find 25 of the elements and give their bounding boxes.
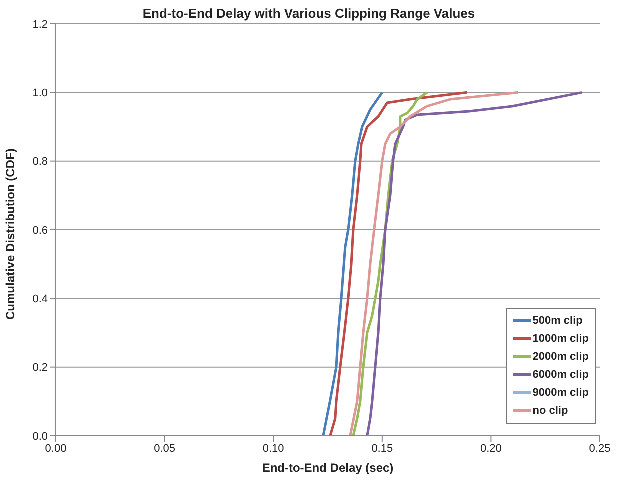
line-series [322,91,384,436]
y-tick-label: 0.6 [32,224,48,237]
line-series [329,91,469,436]
x-tick-label: 0.00 [45,442,67,455]
legend-label: 6000m clip [532,368,589,382]
legend-label: 1000m clip [532,332,589,346]
y-tick-label: 0.0 [32,430,48,443]
x-tick-label: 0.15 [372,442,394,455]
y-tick-label: 1.0 [32,88,48,100]
legend-label: 2000m clip [532,350,589,364]
x-tick-label: 0.25 [589,442,611,455]
y-tick-label: 0.2 [32,362,48,374]
y-tick-label: 1.2 [32,18,48,31]
y-tick-label: 0.8 [32,156,48,168]
legend-label: no clip [532,404,568,418]
line-series [349,91,520,436]
x-tick-label: 0.10 [262,442,284,455]
x-axis-title: End-to-End Delay (sec) [262,461,394,475]
legend-label: 9000m clip [532,386,589,400]
y-axis-title: Cumulative Distribution (CDF) [3,148,18,320]
legend-label: 500m clip [532,314,583,328]
x-tick-label: 0.05 [154,442,176,455]
chart-title: End-to-End Delay with Various Clipping Range Values [142,6,476,21]
x-tick-label: 0.20 [480,442,502,455]
y-tick-label: 0.4 [32,294,48,306]
